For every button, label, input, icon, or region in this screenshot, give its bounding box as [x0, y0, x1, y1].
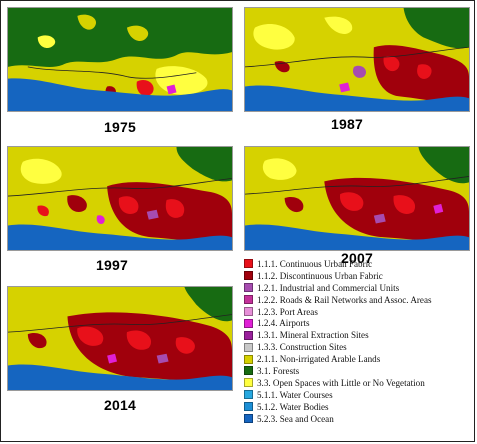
map-year-label-1987: 1987	[331, 116, 363, 132]
map-year-label-1997: 1997	[96, 257, 128, 273]
land-use-map-1987	[244, 7, 470, 112]
legend-item: 1.3.3. Construction Sites	[244, 341, 473, 353]
legend-item: 5.1.2. Water Bodies	[244, 401, 473, 413]
legend-label: 1.3.1. Mineral Extraction Sites	[257, 330, 369, 341]
legend-label: 3.1. Forests	[257, 365, 300, 376]
legend-label: 1.2.4. Airports	[257, 318, 310, 329]
legend-item: 1.1.2. Discontinuous Urban Fabric	[244, 270, 473, 282]
legend-label: 1.2.3. Port Areas	[257, 306, 318, 317]
legend-item: 1.2.1. Industrial and Commercial Units	[244, 282, 473, 294]
legend-swatch	[244, 414, 253, 424]
legend-item: 1.3.1. Mineral Extraction Sites	[244, 329, 473, 341]
legend-swatch	[244, 259, 253, 269]
legend-item: 1.1.1. Continuous Urban Fabric	[244, 258, 473, 270]
map-2007-graphic	[245, 147, 469, 250]
land-use-map-1997	[7, 146, 233, 251]
legend-item: 1.2.4. Airports	[244, 317, 473, 329]
map-year-label-2014: 2014	[104, 397, 136, 413]
map-year-label-2007: 2007	[341, 250, 373, 266]
legend-swatch	[244, 354, 253, 364]
legend-label: 3.3. Open Spaces with Little or No Veget…	[257, 377, 425, 388]
legend-swatch	[244, 283, 253, 293]
legend-label: 2.1.1. Non-irrigated Arable Lands	[257, 354, 381, 365]
map-2014-graphic	[8, 287, 232, 390]
legend-item: 2.1.1. Non-irrigated Arable Lands	[244, 353, 473, 365]
legend-label: 1.1.2. Discontinuous Urban Fabric	[257, 270, 383, 281]
legend-item: 1.2.3. Port Areas	[244, 306, 473, 318]
map-1987-graphic	[245, 8, 469, 111]
land-use-map-1975	[7, 7, 233, 112]
legend-swatch	[244, 271, 253, 281]
legend-swatch	[244, 402, 253, 412]
legend-label: 5.1.2. Water Bodies	[257, 401, 329, 412]
legend-swatch	[244, 330, 253, 340]
map-1997-graphic	[8, 147, 232, 250]
map-1975-graphic	[8, 8, 232, 111]
legend-swatch	[244, 342, 253, 352]
land-use-map-2007	[244, 146, 470, 251]
legend-item: 3.1. Forests	[244, 365, 473, 377]
legend-label: 1.3.3. Construction Sites	[257, 342, 347, 353]
map-year-label-1975: 1975	[104, 119, 136, 135]
map-legend: 1.1.1. Continuous Urban Fabric 1.1.2. Dis…	[244, 258, 473, 436]
legend-item: 3.3. Open Spaces with Little or No Veget…	[244, 377, 473, 389]
legend-item: 5.2.3. Sea and Ocean	[244, 413, 473, 425]
legend-label: 1.2.2. Roads & Rail Networks and Assoc. …	[257, 294, 432, 305]
legend-item: 1.2.2. Roads & Rail Networks and Assoc. …	[244, 294, 473, 306]
legend-label: 1.1.1. Continuous Urban Fabric	[257, 258, 373, 269]
legend-swatch	[244, 366, 253, 376]
legend-swatch	[244, 307, 253, 316]
legend-swatch	[244, 295, 253, 305]
legend-swatch	[244, 318, 253, 328]
legend-item: 5.1.1. Water Courses	[244, 389, 473, 401]
legend-label: 1.2.1. Industrial and Commercial Units	[257, 282, 400, 293]
legend-swatch	[244, 390, 253, 400]
legend-label: 5.1.1. Water Courses	[257, 389, 333, 400]
land-use-map-2014	[7, 286, 233, 391]
legend-swatch	[244, 378, 253, 388]
legend-label: 5.2.3. Sea and Ocean	[257, 413, 334, 424]
